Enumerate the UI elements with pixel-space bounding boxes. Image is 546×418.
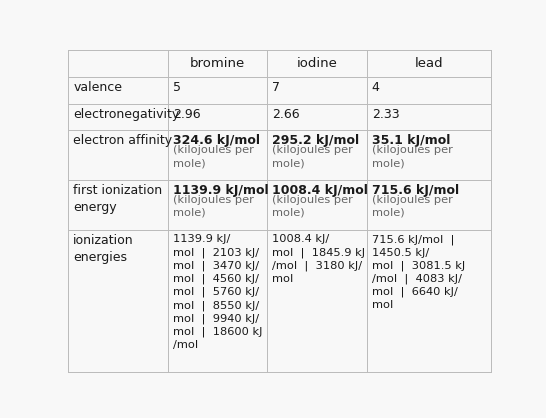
Text: 2.96: 2.96: [173, 108, 200, 121]
Text: 1008.4 kJ/mol: 1008.4 kJ/mol: [272, 184, 368, 197]
Text: 5: 5: [173, 81, 181, 94]
Text: 35.1 kJ/mol: 35.1 kJ/mol: [372, 135, 450, 148]
Text: 715.6 kJ/mol  |
1450.5 kJ/
mol  |  3081.5 kJ
/mol  |  4083 kJ/
mol  |  6640 kJ/
: 715.6 kJ/mol | 1450.5 kJ/ mol | 3081.5 k…: [372, 234, 465, 310]
Text: electron affinity: electron affinity: [73, 135, 173, 148]
Text: (kilojoules per
mole): (kilojoules per mole): [173, 195, 254, 218]
Text: 1139.9 kJ/
mol  |  2103 kJ/
mol  |  3470 kJ/
mol  |  4560 kJ/
mol  |  5760 kJ/
m: 1139.9 kJ/ mol | 2103 kJ/ mol | 3470 kJ/…: [173, 234, 262, 350]
Text: 2.33: 2.33: [372, 108, 399, 121]
Text: valence: valence: [73, 81, 122, 94]
Text: lead: lead: [414, 57, 443, 70]
Text: (kilojoules per
mole): (kilojoules per mole): [372, 145, 453, 168]
Text: bromine: bromine: [190, 57, 245, 70]
Text: (kilojoules per
mole): (kilojoules per mole): [372, 195, 453, 218]
Text: iodine: iodine: [296, 57, 337, 70]
Text: (kilojoules per
mole): (kilojoules per mole): [173, 145, 254, 168]
Text: 2.66: 2.66: [272, 108, 300, 121]
Text: 295.2 kJ/mol: 295.2 kJ/mol: [272, 135, 359, 148]
Text: 1008.4 kJ/
mol  |  1845.9 kJ
/mol  |  3180 kJ/
mol: 1008.4 kJ/ mol | 1845.9 kJ /mol | 3180 k…: [272, 234, 365, 284]
Text: 4: 4: [372, 81, 379, 94]
Text: 715.6 kJ/mol: 715.6 kJ/mol: [372, 184, 459, 197]
Text: ionization
energies: ionization energies: [73, 234, 134, 264]
Text: (kilojoules per
mole): (kilojoules per mole): [272, 195, 353, 218]
Text: 7: 7: [272, 81, 280, 94]
Text: electronegativity: electronegativity: [73, 108, 180, 121]
Text: (kilojoules per
mole): (kilojoules per mole): [272, 145, 353, 168]
Text: first ionization
energy: first ionization energy: [73, 184, 163, 214]
Text: 324.6 kJ/mol: 324.6 kJ/mol: [173, 135, 260, 148]
Text: 1139.9 kJ/mol: 1139.9 kJ/mol: [173, 184, 269, 197]
